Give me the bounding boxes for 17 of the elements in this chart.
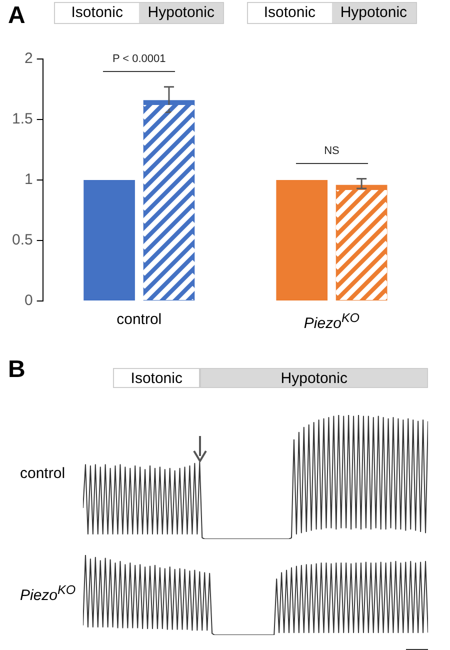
y-tick-label: 1.5: [12, 110, 33, 128]
series-label: Piezo$^{KO}$: [20, 583, 76, 604]
y-tick-label: 0: [24, 292, 33, 310]
text: Isotonic: [113, 368, 200, 388]
annotation: P < 0.0001: [111, 52, 167, 65]
annotation: NS: [323, 144, 340, 157]
text: Isotonic: [248, 3, 332, 23]
text: Hypotonic: [332, 3, 416, 23]
y-tick-label: 0.5: [12, 232, 33, 249]
y-tick-label: 1: [24, 171, 33, 188]
text: Hypotonic: [139, 3, 224, 23]
chart-title: B: [8, 356, 26, 384]
y-tick-label: 2: [24, 50, 33, 68]
text: Isotonic: [55, 3, 140, 23]
chart-title: A: [8, 2, 26, 30]
text: Hypotonic: [200, 368, 428, 388]
series-label: control: [20, 465, 66, 482]
